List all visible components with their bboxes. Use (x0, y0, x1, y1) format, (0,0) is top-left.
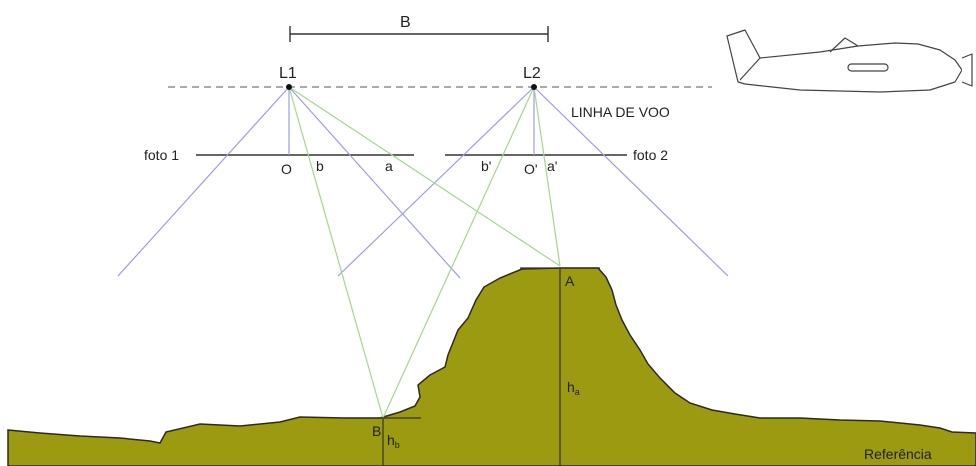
station-l1-dot (286, 84, 292, 90)
principal-point-o-prime: O' (524, 161, 538, 177)
height-a-label: ha (567, 379, 580, 397)
baseline-dimension (289, 26, 549, 42)
height-b-label: hb (387, 432, 400, 450)
point-a-label: A (565, 273, 575, 289)
airplane-icon (726, 29, 973, 93)
reference-label: Referência (864, 446, 932, 462)
photo2-label: foto 2 (633, 147, 668, 163)
flight-line-label: LINHA DE VOO (571, 104, 670, 120)
photo2-rays (337, 86, 729, 277)
station-l1-label: L1 (279, 65, 297, 82)
image-point-a-prime: a' (547, 158, 557, 174)
photo1-label: foto 1 (144, 147, 179, 163)
point-b-label: B (372, 423, 381, 439)
image-point-b-prime: b' (481, 158, 491, 174)
object-rays (288, 86, 561, 419)
baseline-label: B (400, 14, 411, 31)
image-point-a: a (385, 158, 393, 174)
image-point-b: b (316, 158, 324, 174)
station-l2-dot (531, 84, 537, 90)
principal-point-o: O (281, 161, 292, 177)
photo1-rays (117, 86, 461, 279)
station-l2-label: L2 (523, 65, 541, 82)
terrain-profile (7, 267, 976, 466)
